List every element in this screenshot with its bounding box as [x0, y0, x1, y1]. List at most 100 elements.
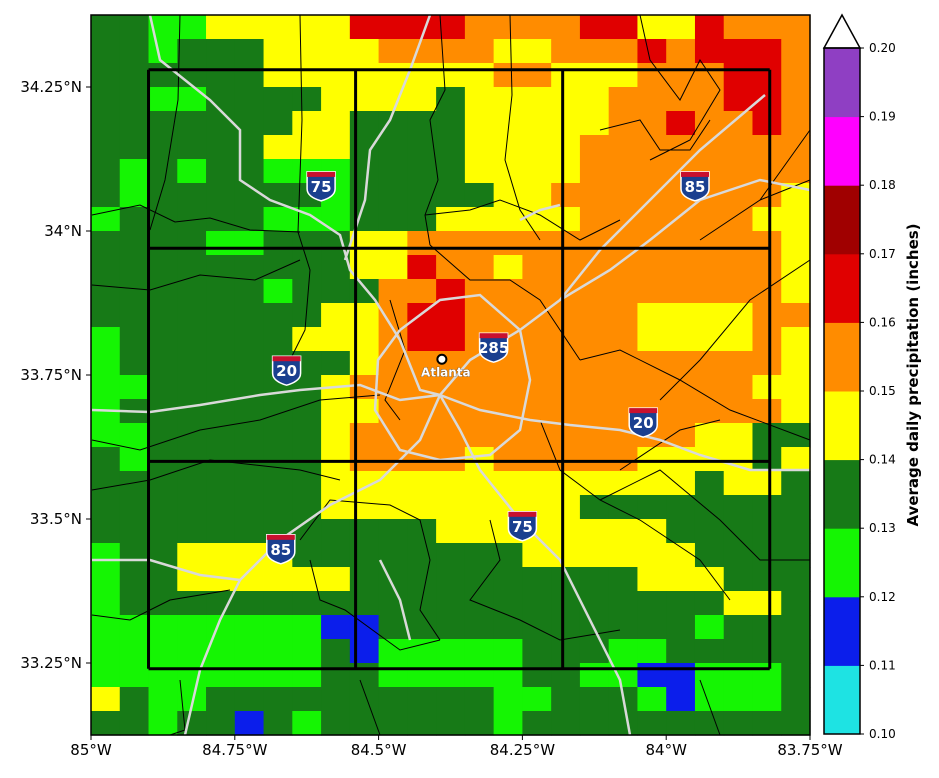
grid-cell — [148, 423, 178, 448]
grid-cell — [206, 183, 236, 208]
grid-cell — [608, 303, 639, 328]
grid-cell — [579, 543, 610, 568]
grid-cell — [234, 327, 265, 352]
grid-cell — [752, 447, 782, 472]
y-tick-label: 33.5°N — [30, 510, 82, 528]
county-line — [424, 199, 621, 241]
analysis-grid-boxes — [147, 68, 772, 671]
colorbar-segment — [824, 596, 860, 666]
grid-cell — [666, 15, 696, 40]
county-line — [384, 299, 406, 421]
grid-cell — [723, 615, 754, 640]
grid-cell — [666, 519, 696, 544]
grid-cell — [579, 231, 610, 256]
grid-cell — [321, 207, 351, 232]
grid-cell — [263, 471, 293, 496]
grid-cell — [752, 327, 782, 352]
grid-cell — [608, 351, 639, 376]
grid-cell — [694, 495, 725, 520]
y-tick-label: 33.25°N — [20, 654, 82, 672]
grid-cell — [234, 447, 265, 472]
grid-cell — [206, 687, 236, 712]
grid-cell — [234, 711, 265, 736]
grid-cell — [234, 303, 265, 328]
grid-cell — [723, 663, 754, 688]
grid-cell — [177, 519, 207, 544]
grid-cell — [378, 207, 408, 232]
grid-cell — [579, 111, 610, 136]
grid-cell — [148, 663, 178, 688]
grid-cell — [781, 15, 811, 40]
grid-cell — [263, 135, 293, 160]
grid-cell — [493, 423, 523, 448]
grid-cell — [206, 15, 236, 40]
grid-cell — [522, 39, 552, 64]
grid-cell — [781, 351, 811, 376]
grid-cell — [723, 111, 754, 136]
grid-cell — [637, 207, 667, 232]
county-line — [91, 394, 381, 451]
grid-cell — [522, 423, 552, 448]
grid-cell — [781, 495, 811, 520]
grid-cell — [91, 351, 121, 376]
grid-cell — [781, 567, 811, 592]
grid-cell — [321, 399, 351, 424]
grid-cell — [321, 15, 351, 40]
grid-cell — [579, 351, 610, 376]
grid-cell — [752, 183, 782, 208]
grid-cell — [551, 159, 581, 184]
grid-cell — [148, 615, 178, 640]
grid-cell — [666, 615, 696, 640]
grid-cell — [781, 591, 811, 616]
county-line — [599, 119, 711, 151]
grid-cell — [407, 519, 437, 544]
grid-cell — [407, 615, 437, 640]
grid-cell — [119, 567, 150, 592]
grid-cell — [292, 639, 322, 664]
grid-cell — [723, 39, 754, 64]
grid-cell — [752, 519, 782, 544]
grid-cell — [234, 87, 265, 112]
grid-cell — [579, 471, 610, 496]
county-line — [659, 259, 811, 401]
grid-cell — [119, 375, 150, 400]
grid-cell — [292, 279, 322, 304]
grid-cell — [694, 663, 725, 688]
grid-cell — [608, 279, 639, 304]
grid-cell — [694, 591, 725, 616]
grid-cell — [321, 663, 351, 688]
grid-cell — [206, 39, 236, 64]
grid-cell — [321, 471, 351, 496]
grid-cell — [436, 543, 466, 568]
grid-cell — [263, 399, 293, 424]
grid-cell — [666, 399, 696, 424]
grid-cell — [378, 15, 408, 40]
grid-cell — [723, 255, 754, 280]
grid-cell — [464, 159, 495, 184]
grid-cell — [177, 447, 207, 472]
county-line — [639, 14, 721, 161]
grid-cell — [666, 471, 696, 496]
grid-cell — [752, 471, 782, 496]
grid-cell — [637, 231, 667, 256]
grid-cell — [752, 663, 782, 688]
grid-cell — [694, 327, 725, 352]
grid-cell — [608, 159, 639, 184]
grid-cell — [579, 159, 610, 184]
grid-cell — [321, 135, 351, 160]
grid-cell — [148, 39, 178, 64]
grid-cell — [522, 591, 552, 616]
grid-cell — [723, 207, 754, 232]
grid-cell — [177, 303, 207, 328]
grid-cell — [148, 447, 178, 472]
grid-cell — [694, 207, 725, 232]
grid-cell — [637, 375, 667, 400]
i75-north-branch — [343, 14, 432, 261]
grid-cell — [781, 543, 811, 568]
grid-cell — [551, 231, 581, 256]
grid-cell — [148, 471, 178, 496]
grid-cell — [723, 279, 754, 304]
grid-cell — [234, 471, 265, 496]
local-road — [378, 559, 412, 641]
grid-cell — [321, 39, 351, 64]
